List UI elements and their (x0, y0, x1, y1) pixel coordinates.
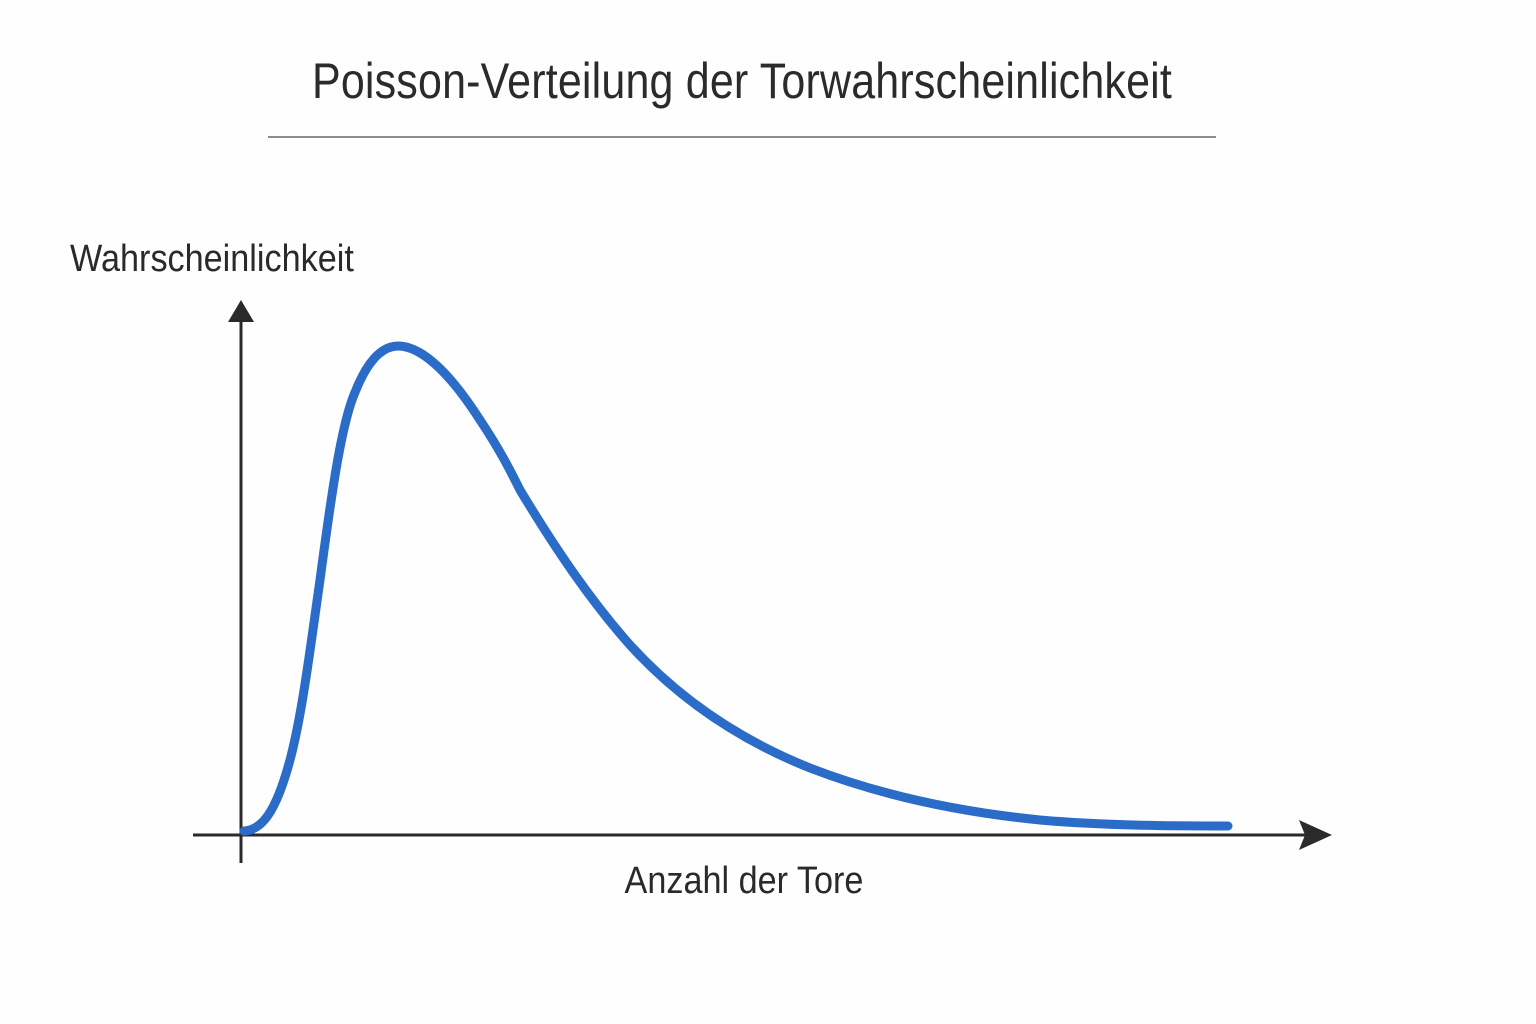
chart-title: Poisson-Verteilung der Torwahrscheinlich… (311, 53, 1173, 109)
title-divider (268, 136, 1216, 138)
x-axis-arrow-icon (1299, 820, 1332, 850)
distribution-curve (239, 341, 1233, 836)
y-axis-label: Wahrscheinlichkeit (70, 238, 354, 280)
y-axis-arrow-icon (228, 300, 254, 322)
x-axis-label: Anzahl der Tore (624, 860, 864, 902)
